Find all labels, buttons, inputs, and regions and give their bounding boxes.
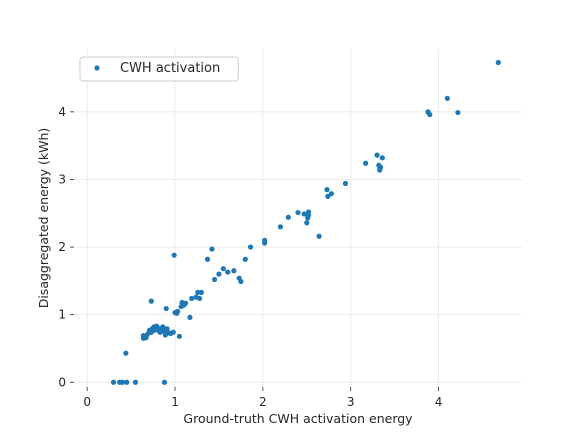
y-tick-label: 0 — [58, 375, 66, 389]
data-point — [444, 95, 450, 101]
data-point — [495, 59, 501, 66]
data-point — [170, 329, 176, 335]
x-tick-label: 3 — [347, 395, 355, 409]
x-tick-label: 2 — [259, 395, 267, 409]
data-point — [231, 268, 237, 274]
data-point — [198, 289, 204, 295]
y-tick-label: 3 — [58, 172, 66, 186]
data-point — [176, 333, 183, 339]
data-point — [204, 256, 211, 262]
data-point — [427, 111, 433, 118]
data-point — [328, 191, 334, 197]
x-tick-label: 1 — [171, 395, 179, 409]
data-point — [342, 180, 349, 187]
x-axis-label: Ground-truth CWH activation energy — [183, 411, 413, 426]
data-point — [285, 214, 291, 220]
y-tick-label: 2 — [58, 240, 66, 254]
data-point — [220, 266, 226, 272]
data-point — [187, 314, 193, 320]
data-point — [238, 278, 244, 285]
y-tick-label: 1 — [58, 308, 66, 322]
data-point — [242, 256, 248, 262]
data-point — [161, 379, 168, 385]
data-point — [119, 379, 125, 385]
y-tick-label: 4 — [58, 105, 66, 119]
x-tick-label: 4 — [435, 395, 443, 409]
data-point — [182, 300, 189, 306]
y-axis-label: Disaggregated energy (kWh) — [36, 128, 51, 309]
data-point — [148, 298, 154, 304]
data-point — [305, 209, 312, 215]
data-point — [124, 379, 130, 385]
data-point — [216, 271, 222, 277]
data-point — [171, 252, 177, 258]
data-point — [123, 350, 129, 356]
data-point — [277, 224, 284, 230]
x-tick-label: 0 — [83, 395, 91, 409]
data-point — [247, 244, 254, 250]
legend: CWH activation — [79, 56, 239, 82]
data-point — [363, 160, 369, 166]
data-point — [301, 211, 307, 217]
tick-labels: 0 1 2 3 4 0 1 2 3 4 — [58, 105, 442, 409]
data-point — [377, 164, 384, 170]
data-point — [211, 276, 218, 283]
grid-lines — [74, 49, 522, 387]
data-point — [379, 155, 385, 161]
data-point — [295, 209, 301, 216]
data-point — [110, 379, 117, 385]
data-point — [262, 237, 268, 243]
data-point — [324, 187, 330, 193]
data-point — [316, 233, 322, 239]
data-point — [455, 109, 461, 116]
data-point — [325, 193, 331, 199]
data-point — [209, 246, 215, 252]
data-point — [304, 220, 310, 226]
legend-label: CWH activation — [120, 61, 220, 76]
data-point — [225, 269, 231, 275]
data-point — [163, 305, 169, 312]
legend-box — [79, 56, 239, 82]
data-points — [110, 59, 501, 385]
legend-marker — [94, 65, 100, 71]
data-point — [374, 152, 380, 158]
data-point — [197, 295, 203, 302]
data-point — [132, 379, 139, 385]
data-point — [189, 295, 195, 302]
data-point — [164, 326, 170, 332]
data-point — [175, 308, 181, 314]
